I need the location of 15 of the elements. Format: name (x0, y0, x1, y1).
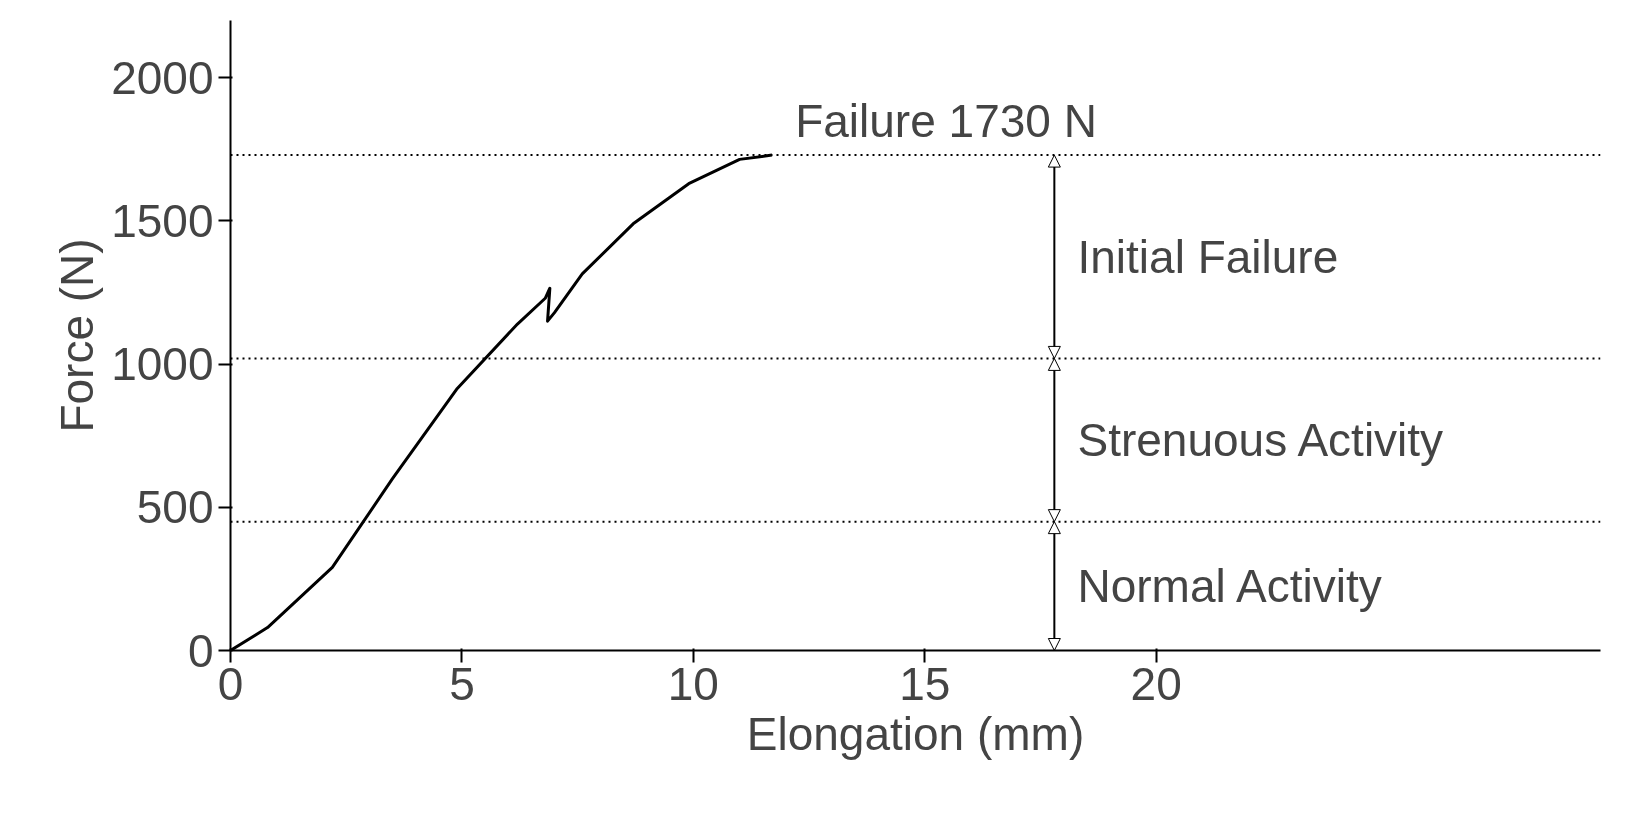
y-tick-label: 1000 (111, 338, 214, 391)
ref-line-label: Failure 1730 N (795, 95, 1097, 148)
x-axis-title: Elongation (mm) (746, 707, 1085, 760)
annotation: Normal Activity (1077, 560, 1382, 613)
annotation: Initial Failure (1077, 230, 1339, 283)
annotation: Strenuous Activity (1077, 414, 1444, 467)
y-tick-label: 0 (187, 624, 214, 677)
x-tick-label: 10 (667, 657, 719, 710)
y-tick-label: 2000 (111, 51, 214, 104)
y-tick-label: 500 (136, 481, 214, 534)
x-tick-label: 5 (449, 657, 475, 710)
y-axis-title: Force (N) (51, 238, 104, 433)
y-tick-label: 1500 (111, 194, 214, 247)
x-tick-label: 15 (899, 657, 951, 710)
x-tick-label: 20 (1130, 657, 1182, 710)
